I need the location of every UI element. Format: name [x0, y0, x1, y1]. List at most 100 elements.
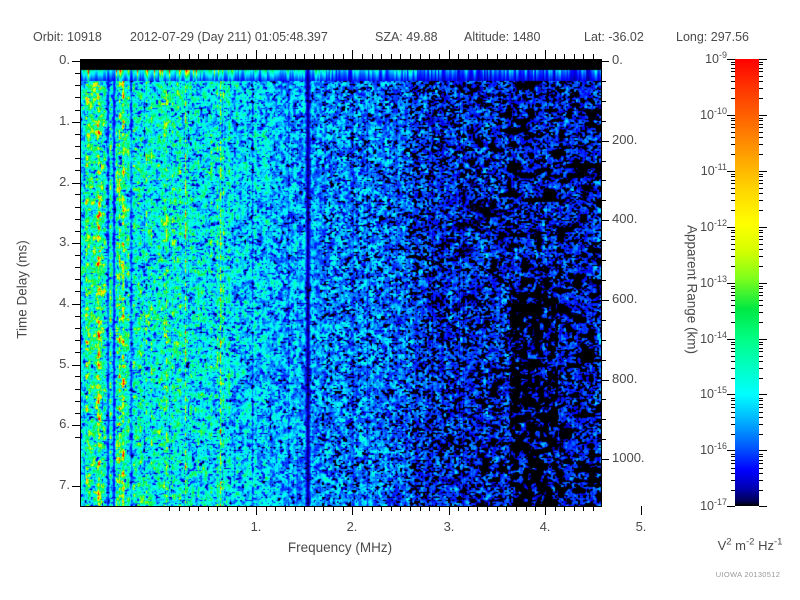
colorbar-tick-minor: [759, 407, 763, 408]
header-field-value-5: 297.56: [710, 30, 749, 44]
colorbar-tick-major: [727, 339, 735, 340]
colorbar-tick-label: 10-10: [700, 106, 727, 123]
colorbar-tick-minor: [731, 368, 735, 369]
colorbar-tick-minor: [759, 176, 763, 177]
colorbar-tick-minor: [759, 398, 763, 399]
y-tick-right-minor: [601, 180, 606, 181]
colorbar-tick-minor: [731, 71, 735, 72]
colorbar-tick-minor: [759, 342, 763, 343]
colorbar-tick-minor: [759, 351, 763, 352]
colorbar-tick-minor: [731, 76, 735, 77]
colorbar-tick-minor: [759, 71, 763, 72]
colorbar-tick-minor: [731, 200, 735, 201]
header-field-label-4: Lat:: [584, 30, 609, 44]
y-tick-left-minor: [75, 170, 80, 171]
header-field-value-1: 2012-07-29 (Day 211) 01:05:48.397: [130, 30, 328, 44]
colorbar-tick-minor: [759, 144, 763, 145]
colorbar-tick-minor: [731, 183, 735, 184]
x-tick-major: [352, 506, 353, 515]
colorbar-tick-minor: [759, 286, 763, 287]
colorbar-tick-minor: [759, 239, 763, 240]
y-tick-right-minor: [601, 419, 606, 420]
colorbar-tick-minor: [759, 460, 763, 461]
colorbar-tick-minor: [759, 300, 763, 301]
colorbar-tick-minor: [759, 424, 763, 425]
y-tick-left-minor: [75, 146, 80, 147]
colorbar-tick-minor: [731, 239, 735, 240]
x-tick-minor: [227, 506, 228, 511]
colorbar-tick-label: 10-11: [700, 162, 727, 179]
x-tick-top-minor: [526, 54, 527, 59]
colorbar-tick-minor: [731, 417, 735, 418]
x-tick-minor: [179, 506, 180, 511]
y-tick-label-right: 600.: [612, 291, 638, 306]
colorbar-tick-minor: [731, 266, 735, 267]
colorbar-tick-minor: [731, 292, 735, 293]
x-tick-top-minor: [391, 54, 392, 59]
colorbar-tick-label: 10-15: [700, 385, 727, 402]
colorbar-tick-major: [759, 115, 767, 116]
colorbar-tick-minor: [759, 174, 763, 175]
colorbar-tick-minor: [731, 480, 735, 481]
y-tick-label-left: 3.: [59, 234, 70, 249]
colorbar-tick-minor: [759, 288, 763, 289]
y-tick-left-minor: [75, 340, 80, 341]
x-tick-top-minor: [506, 54, 507, 59]
colorbar-tick-minor: [731, 232, 735, 233]
x-tick-minor: [275, 506, 276, 511]
colorbar-tick-minor: [731, 424, 735, 425]
y-tick-label-left: 2.: [59, 174, 70, 189]
colorbar-tick-minor: [759, 244, 763, 245]
x-tick-minor: [237, 506, 238, 511]
colorbar-tick-minor: [759, 98, 763, 99]
x-tick-top-minor: [217, 54, 218, 59]
x-tick-minor: [304, 506, 305, 511]
colorbar-tick-major: [727, 394, 735, 395]
x-tick-minor: [420, 506, 421, 511]
colorbar-tick-minor: [731, 312, 735, 313]
spectrogram-plot-area: [80, 59, 602, 507]
colorbar-tick-minor: [759, 62, 763, 63]
x-tick-top-minor: [179, 54, 180, 59]
x-tick-top-minor: [583, 54, 584, 59]
colorbar-tick-minor: [731, 412, 735, 413]
x-tick-top-minor: [593, 54, 594, 59]
spectrogram-image: [81, 60, 601, 506]
colorbar-tick-minor: [759, 180, 763, 181]
colorbar-tick-minor: [759, 120, 763, 121]
colorbar-tick-minor: [731, 295, 735, 296]
x-tick-top-major: [256, 50, 257, 59]
colorbar-tick-minor: [759, 400, 763, 401]
header-field-3: Altitude: 1480: [464, 30, 540, 44]
colorbar-tick-major: [759, 227, 767, 228]
colorbar-tick-major: [759, 171, 767, 172]
x-tick-minor: [468, 506, 469, 511]
x-tick-top-minor: [323, 54, 324, 59]
colorbar-tick-major: [727, 283, 735, 284]
y-tick-right-minor: [601, 439, 606, 440]
y-tick-left-minor: [75, 73, 80, 74]
x-tick-top-minor: [477, 54, 478, 59]
x-tick-minor: [574, 506, 575, 511]
y-tick-left-major: [72, 61, 80, 62]
colorbar-tick-minor: [731, 490, 735, 491]
y-tick-left-minor: [75, 279, 80, 280]
x-tick-top-minor: [429, 54, 430, 59]
colorbar-tick-minor: [759, 124, 763, 125]
colorbar-tick-minor: [759, 468, 763, 469]
y-tick-right-major: [601, 61, 609, 62]
colorbar-tick-major: [759, 394, 767, 395]
header-field-label-5: Long:: [676, 30, 711, 44]
colorbar-tick-minor: [759, 417, 763, 418]
colorbar-tick-minor: [731, 132, 735, 133]
x-tick-label: 1.: [250, 519, 262, 534]
x-tick-minor: [285, 506, 286, 511]
colorbar-tick-minor: [731, 342, 735, 343]
y-tick-left-minor: [75, 231, 80, 232]
colorbar-tick-minor: [731, 407, 735, 408]
y-tick-left-minor: [75, 134, 80, 135]
x-tick-label: 3.: [443, 519, 455, 534]
x-tick-minor: [429, 506, 430, 511]
colorbar-tick-minor: [759, 356, 763, 357]
